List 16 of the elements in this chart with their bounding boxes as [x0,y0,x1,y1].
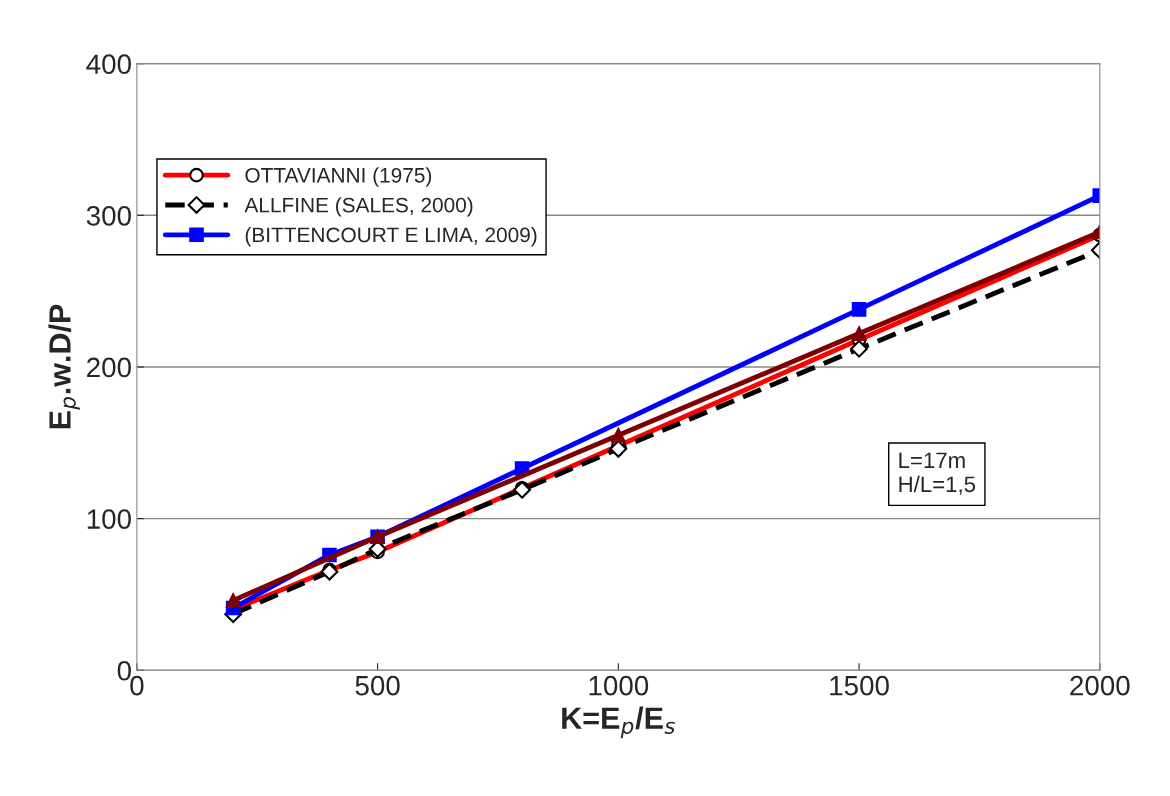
y-tick-label: 300 [86,205,131,226]
legend-label: (BITTENCOURT E LIMA, 2009) [245,227,537,247]
y-axis-title: E$_{p}$.w.D/P [48,304,80,429]
legend-label: OTTAVIANNI (1975) [245,167,432,187]
y-tick-label: 400 [86,54,131,75]
annotation: L=17m H/L=1,5 [899,452,976,495]
x-tick-label: 0 [130,675,144,696]
x-tick-label: 500 [355,675,400,696]
legend-label: ALLFINE (SALES, 2000) [244,197,473,217]
x-tick-label: 1500 [830,675,889,696]
y-tick-label: 0 [117,660,131,681]
x-tick-label: 1000 [589,675,649,696]
y-tick-label: 200 [87,357,131,378]
y-tick-label: 100 [87,509,131,529]
x-axis-title: K=E$_{p}$/E$_{s}$ [562,706,675,739]
x-tick-label: 2000 [1070,675,1130,696]
